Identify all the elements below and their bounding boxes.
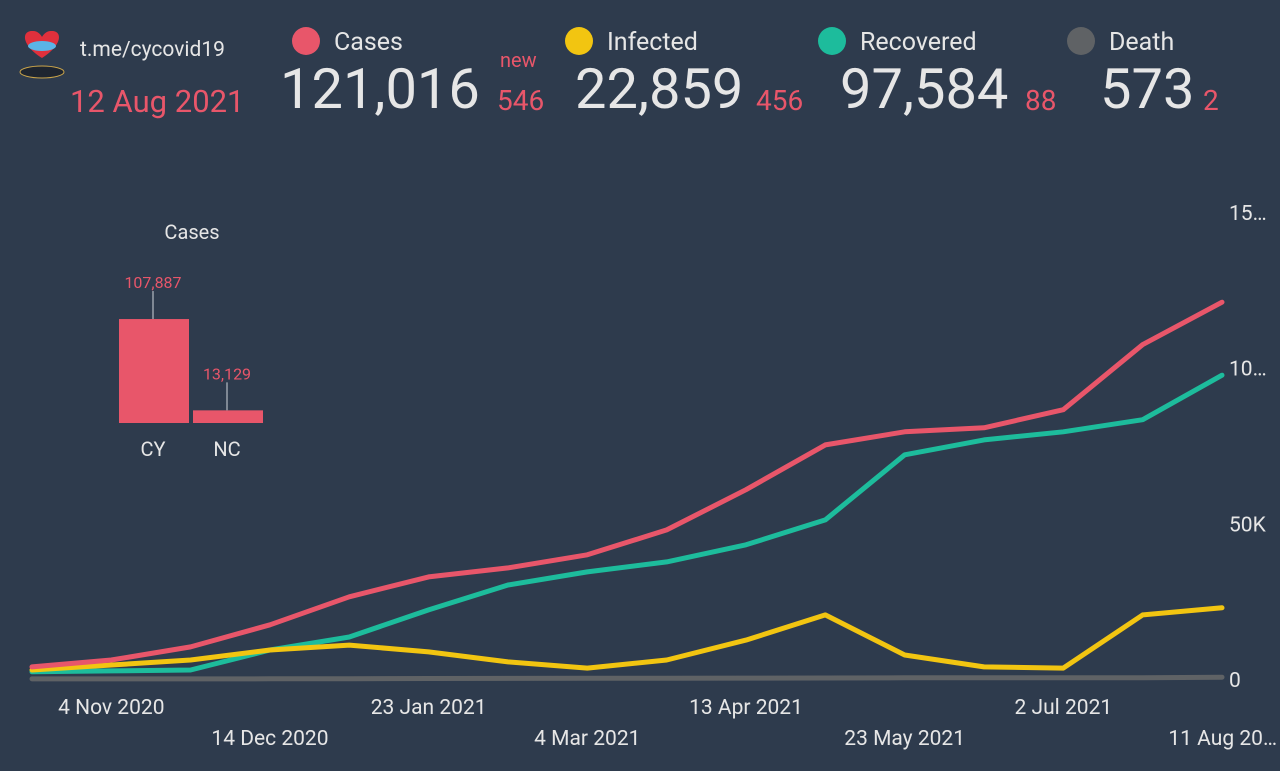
series-line <box>29 674 1225 682</box>
legend-label: Infected <box>607 28 698 57</box>
bar-value-label: 107,887 <box>124 273 181 292</box>
logo-badge <box>19 65 65 79</box>
stat-total: 97,584 <box>840 56 1008 122</box>
x-tick-label: 2 Jul 2021 <box>1014 696 1112 720</box>
legend-dot <box>1067 27 1095 55</box>
bar-value-label: 13,129 <box>203 364 251 383</box>
series-line <box>29 605 1225 673</box>
x-tick-label: 23 Jan 2021 <box>371 696 487 720</box>
bar <box>193 410 263 423</box>
x-tick-label: 11 Aug 20… <box>1168 727 1277 751</box>
stat-new: 2 <box>1203 84 1219 117</box>
stat-total: 573 <box>1100 56 1194 122</box>
stat-total: 22,859 <box>575 56 743 122</box>
y-tick-label: 0 <box>1229 669 1241 693</box>
legend-label: Cases <box>334 28 403 57</box>
legend-label: Death <box>1109 28 1174 57</box>
x-tick-label: 4 Mar 2021 <box>534 727 640 751</box>
x-tick-label: 13 Apr 2021 <box>689 696 803 720</box>
bar <box>119 319 189 423</box>
x-tick-label: 14 Dec 2020 <box>211 727 328 751</box>
y-tick-label: 15… <box>1229 202 1267 226</box>
report-date: 12 Aug 2021 <box>70 83 244 120</box>
bar-category-label: NC <box>213 437 240 461</box>
bar-chart: Cases 107,887 CY 13,129 NC <box>119 220 263 461</box>
legend-dot <box>565 27 593 55</box>
stat-new: 88 <box>1025 84 1056 117</box>
stat-new: 456 <box>756 84 803 117</box>
x-tick-label: 4 Nov 2020 <box>58 696 164 720</box>
y-tick-label: 50K <box>1229 513 1267 537</box>
stat-new: 546 <box>497 84 544 117</box>
legend-label: Recovered <box>860 28 977 57</box>
series-line <box>29 372 1225 675</box>
new-label: new <box>500 48 537 72</box>
stat-total: 121,016 <box>280 56 480 122</box>
series-line <box>29 299 1225 670</box>
line-chart: 0 50K 10… 15… 4 Nov 2020 14 Dec 2020 23 Jan 20… <box>29 202 1277 751</box>
legend-dot <box>818 27 846 55</box>
bar-category-label: CY <box>140 437 165 461</box>
legend-dot <box>292 27 320 55</box>
y-tick-label: 10… <box>1229 358 1267 382</box>
logo-band <box>28 41 56 51</box>
x-tick-label: 23 May 2021 <box>844 727 965 751</box>
bar-chart-title: Cases <box>164 220 219 244</box>
channel-link[interactable]: t.me/cycovid19 <box>80 38 225 62</box>
logo <box>19 30 65 79</box>
